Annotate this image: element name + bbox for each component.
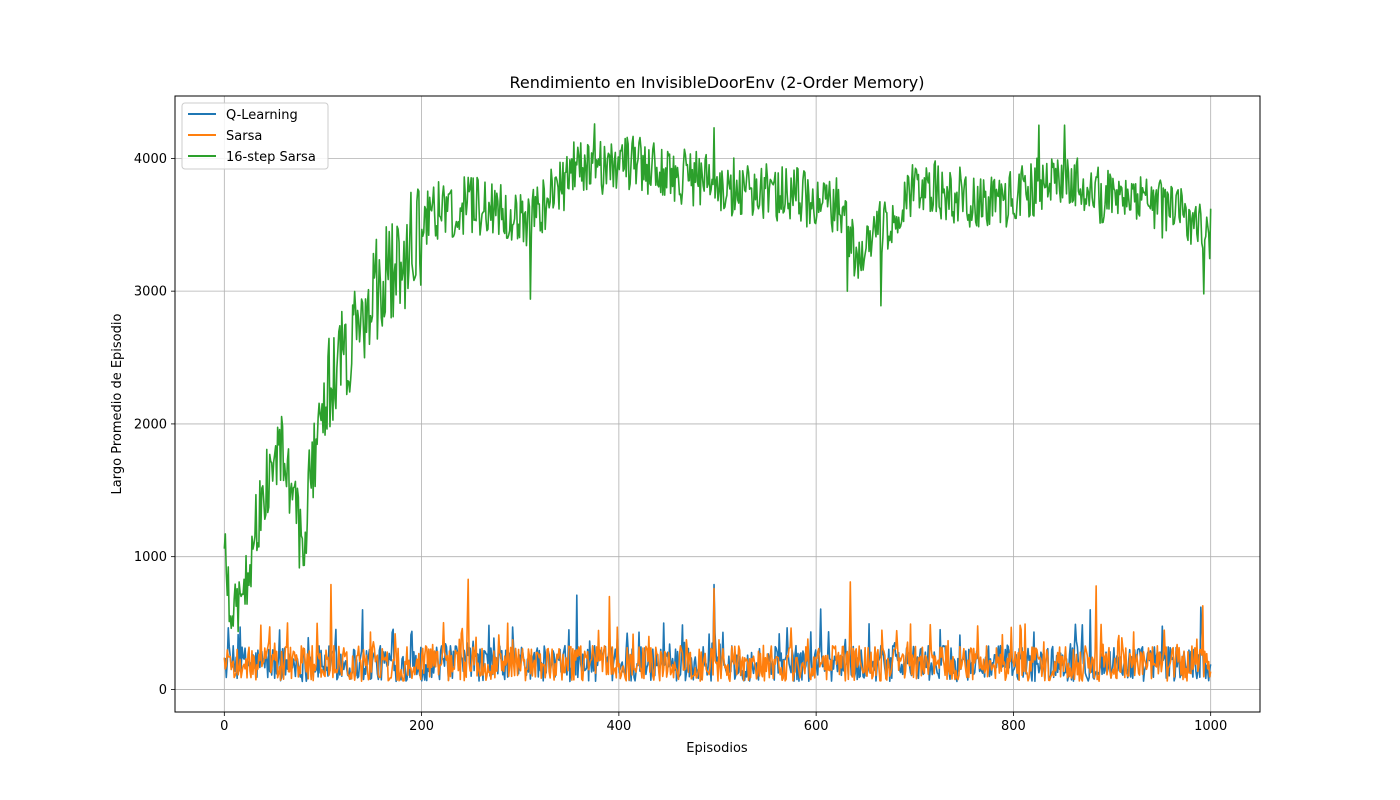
y-tick-label: 0 bbox=[159, 683, 167, 698]
x-axis-label: Episodios bbox=[686, 741, 748, 756]
series-line-16-step-sarsa bbox=[223, 123, 1212, 633]
y-tick-label: 3000 bbox=[134, 285, 167, 300]
y-axis-label: Largo Promedio de Episodio bbox=[110, 314, 125, 495]
axis-ticks: 0 200 400 600 800 1000 0 1000 2000 3000 4000 bbox=[134, 152, 1227, 734]
legend: Q-Learning Sarsa 16-step Sarsa bbox=[181, 102, 329, 170]
x-tick-label: 1000 bbox=[1194, 719, 1227, 734]
x-tick-label: 400 bbox=[606, 719, 631, 734]
legend-entry-16-step-sarsa: 16-step Sarsa bbox=[226, 150, 316, 165]
grid-lines bbox=[175, 96, 1260, 712]
y-tick-label: 4000 bbox=[134, 152, 167, 167]
y-tick-label: 1000 bbox=[134, 550, 167, 565]
legend-box bbox=[181, 102, 329, 170]
x-tick-label: 0 bbox=[220, 719, 228, 734]
x-tick-label: 600 bbox=[804, 719, 829, 734]
chart-title: Rendimiento en InvisibleDoorEnv (2-Order… bbox=[509, 73, 924, 92]
x-tick-label: 800 bbox=[1001, 719, 1026, 734]
series-layer bbox=[223, 123, 1212, 683]
series-line-sarsa bbox=[223, 578, 1212, 683]
y-tick-label: 2000 bbox=[134, 417, 167, 432]
x-tick-label: 200 bbox=[409, 719, 434, 734]
plot-frame bbox=[174, 95, 1261, 713]
legend-entry-q-learning: Q-Learning bbox=[226, 108, 298, 123]
legend-entry-sarsa: Sarsa bbox=[226, 129, 262, 144]
